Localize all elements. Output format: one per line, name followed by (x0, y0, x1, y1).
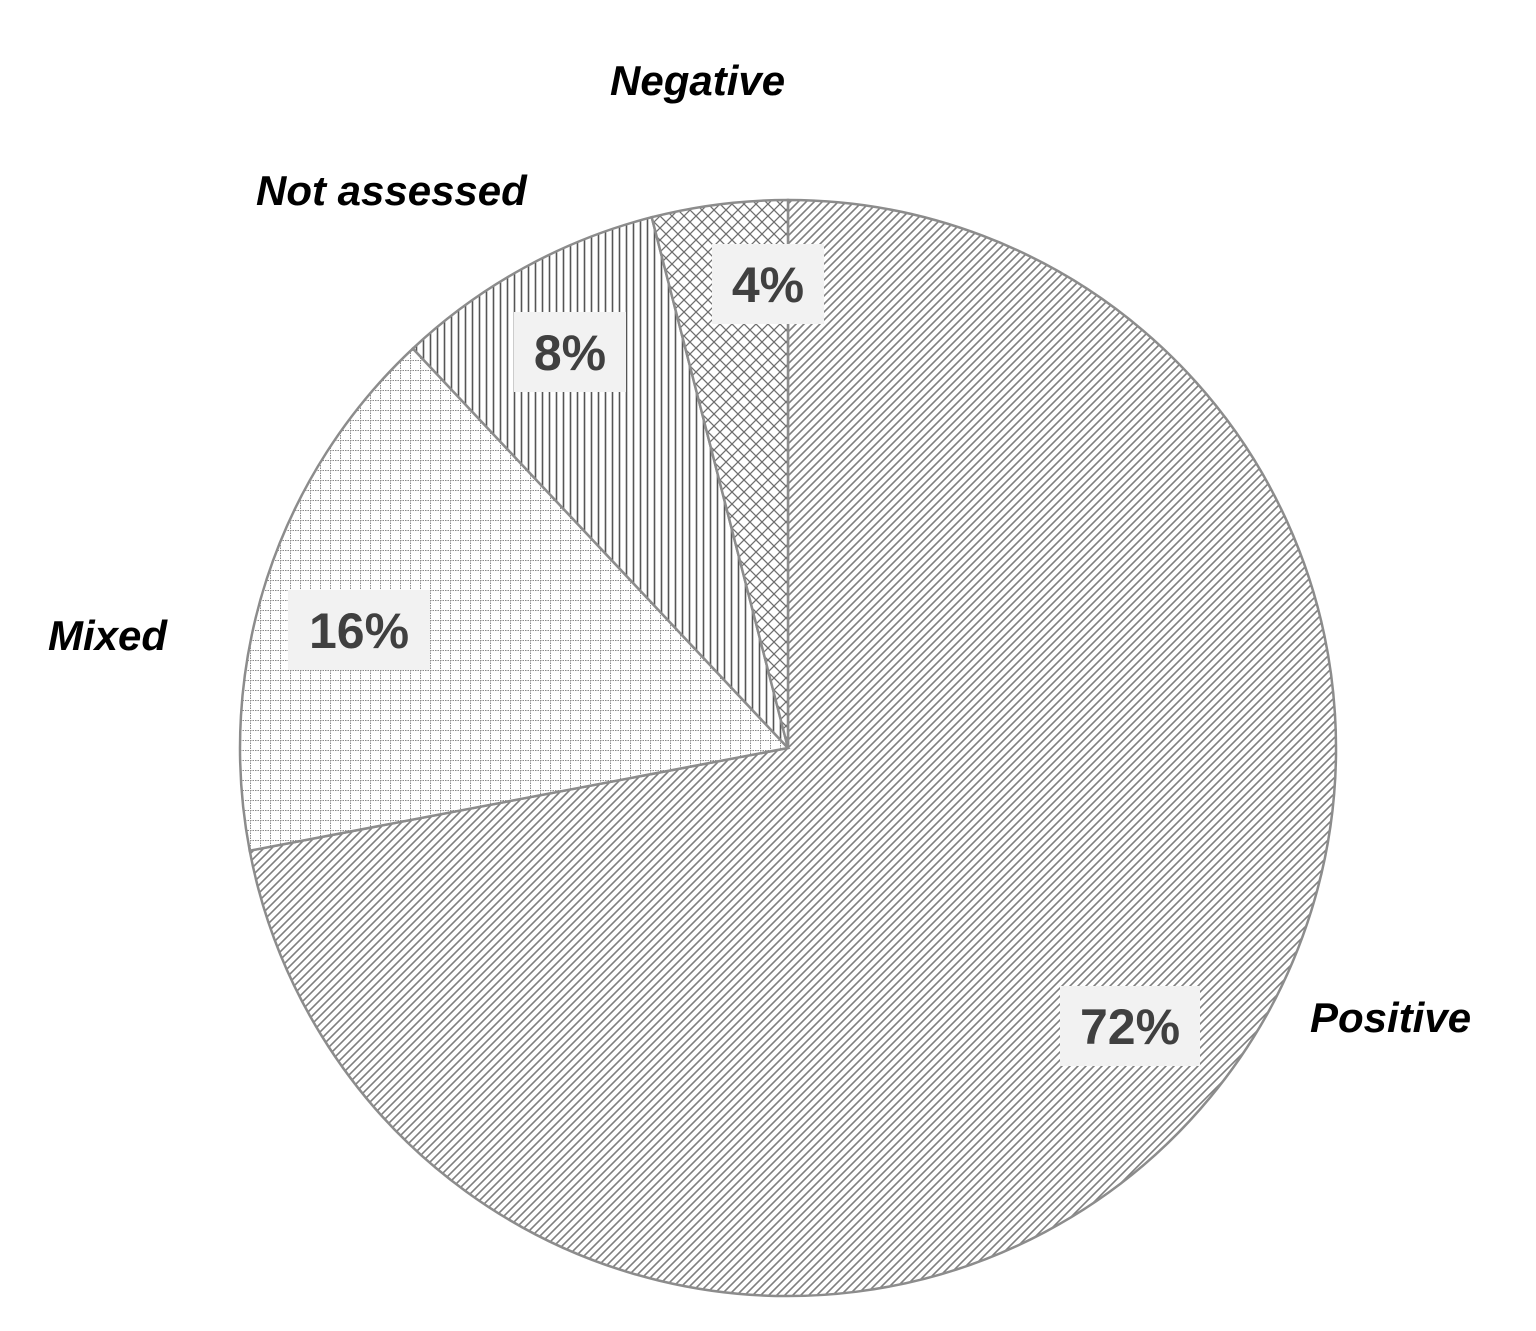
value-label-positive: 72% (1080, 999, 1180, 1055)
value-labels: 72% 16% 8% 4% (288, 244, 1200, 1066)
pie-slice-not-assessed (411, 215, 790, 749)
value-label-not-assessed: 8% (534, 325, 606, 381)
value-label-box-positive (1060, 986, 1200, 1066)
pie-slices (238, 198, 1338, 1298)
value-label-mixed: 16% (309, 603, 409, 659)
value-label-box-not-assessed (514, 312, 626, 392)
category-labels: Positive Mixed Not assessed Negative (48, 57, 1471, 1041)
pie-slice-negative (650, 198, 790, 749)
value-label-box-mixed (288, 590, 430, 670)
value-label-negative: 4% (732, 257, 804, 313)
category-label-not-assessed: Not assessed (256, 167, 528, 214)
pie-slice-mixed (238, 346, 791, 853)
category-label-positive: Positive (1310, 994, 1471, 1041)
value-label-box-negative (712, 244, 824, 324)
category-label-negative: Negative (610, 57, 785, 104)
category-label-mixed: Mixed (48, 612, 168, 659)
